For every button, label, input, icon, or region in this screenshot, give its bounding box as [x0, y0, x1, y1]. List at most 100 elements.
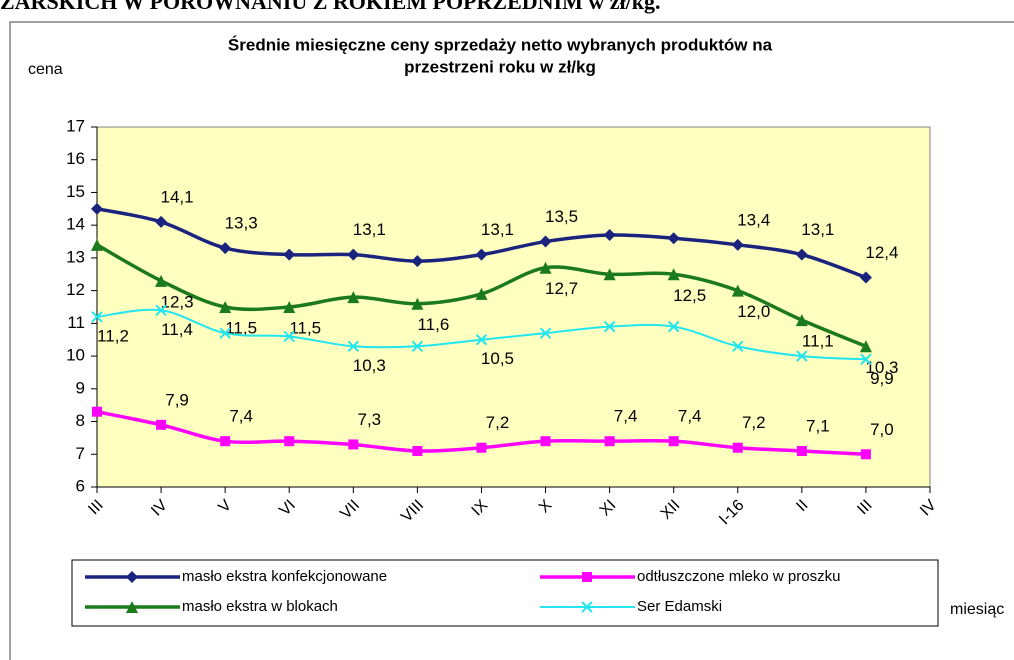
marker: [475, 334, 488, 346]
marker: [667, 268, 680, 281]
marker: [220, 436, 231, 447]
marker: [347, 340, 360, 352]
marker: [859, 271, 872, 284]
data-label: 7,4: [614, 407, 638, 426]
data-label: 12,5: [673, 286, 706, 305]
marker: [668, 436, 679, 447]
marker: [156, 419, 167, 430]
marker: [476, 442, 487, 453]
marker: [603, 320, 616, 333]
marker: [411, 340, 424, 352]
heading: ZARSKICH W PORÓWNANIU Z ROKIEM POPRZEDNI…: [0, 0, 660, 14]
marker: [91, 238, 103, 251]
y-tick-label: 8: [76, 411, 85, 430]
marker: [539, 261, 552, 274]
chart-title: przestrzeni roku w zł/kg: [404, 57, 596, 76]
data-label: 11,4: [161, 320, 193, 339]
y-tick-label: 6: [76, 476, 85, 495]
data-label: 7,2: [742, 413, 766, 432]
data-label: 11,5: [289, 318, 321, 337]
marker: [604, 436, 615, 447]
marker: [348, 439, 359, 450]
marker: [731, 238, 744, 251]
data-label: 11,2: [97, 326, 129, 345]
marker: [731, 284, 744, 297]
marker: [667, 232, 680, 245]
marker: [219, 301, 232, 313]
chart-title: Średnie miesięczne ceny sprzedaży netto …: [228, 35, 773, 54]
x-axis-label: miesiąc: [950, 601, 1004, 618]
data-label: 7,1: [806, 416, 830, 435]
y-axis-label: cena: [28, 61, 63, 78]
marker: [860, 353, 872, 366]
data-label: 7,4: [678, 407, 702, 426]
y-tick-label: 14: [66, 215, 85, 234]
marker: [411, 297, 424, 310]
marker: [219, 327, 231, 339]
marker: [155, 215, 168, 228]
y-tick-label: 12: [66, 280, 85, 299]
data-label: 14,1: [161, 187, 194, 206]
y-tick-label: 7: [76, 444, 85, 463]
marker: [795, 314, 808, 327]
data-label: 7,0: [870, 420, 894, 439]
marker: [582, 572, 592, 582]
data-label: 11,6: [417, 315, 449, 334]
marker: [283, 248, 296, 261]
marker: [667, 320, 680, 333]
data-label: 7,3: [357, 410, 381, 429]
marker: [540, 436, 551, 447]
marker: [347, 291, 360, 304]
marker: [155, 304, 167, 316]
data-label: 11,5: [225, 318, 257, 337]
data-label: 9,9: [870, 369, 894, 388]
marker: [126, 571, 138, 583]
marker: [732, 340, 744, 352]
legend-label: masło ekstra konfekcjonowane: [182, 568, 387, 585]
marker: [732, 442, 743, 453]
marker: [796, 446, 807, 456]
data-label: 12,0: [737, 302, 770, 321]
data-label: 10,3: [353, 356, 386, 375]
marker: [284, 436, 295, 447]
marker: [347, 248, 360, 261]
data-label: 13,1: [353, 220, 386, 239]
legend-box: [71, 559, 939, 627]
marker: [539, 235, 552, 248]
marker: [795, 248, 808, 261]
data-label: 7,2: [486, 413, 510, 432]
y-tick-label: 15: [66, 182, 85, 201]
legend-label: Ser Edamski: [637, 598, 722, 615]
y-tick-label: 9: [76, 378, 85, 397]
data-label: 13,1: [481, 220, 514, 239]
legend-label: masło ekstra w blokach: [182, 598, 338, 615]
marker: [126, 601, 138, 613]
data-label: 10,5: [481, 349, 514, 368]
marker: [155, 274, 168, 287]
marker: [539, 327, 552, 339]
y-tick-label: 16: [66, 149, 85, 168]
marker: [219, 242, 232, 255]
marker: [859, 340, 872, 353]
legend-label: odtłuszczone mleko w proszku: [637, 568, 840, 585]
data-label: 11,1: [802, 332, 834, 351]
data-label: 10,3: [865, 358, 898, 377]
marker: [283, 301, 296, 313]
marker: [581, 601, 593, 613]
data-label: 13,3: [225, 214, 258, 233]
marker: [91, 311, 103, 323]
marker: [603, 268, 616, 281]
data-label: 13,5: [545, 207, 578, 226]
data-label: 7,9: [165, 390, 189, 409]
y-tick-label: 17: [66, 116, 85, 135]
marker: [475, 248, 488, 261]
y-tick-label: 11: [67, 313, 85, 332]
marker: [603, 229, 616, 241]
marker: [92, 406, 102, 417]
data-label: 7,4: [229, 407, 253, 426]
data-label: 12,3: [161, 292, 194, 311]
marker: [411, 255, 424, 268]
data-label: 13,1: [801, 220, 834, 239]
y-tick-label: 10: [66, 346, 85, 365]
